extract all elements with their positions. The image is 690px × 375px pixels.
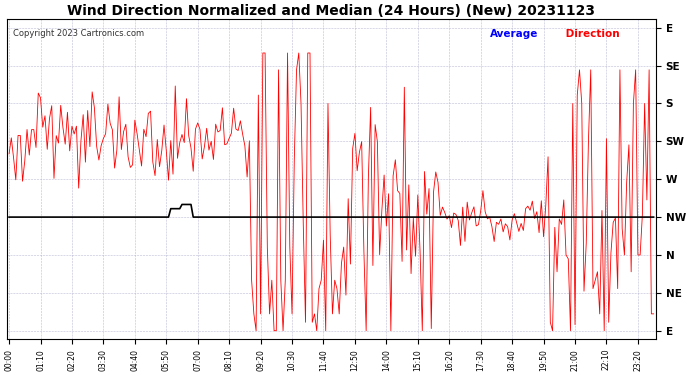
Text: Average: Average <box>491 29 539 39</box>
Text: Direction: Direction <box>562 29 620 39</box>
Title: Wind Direction Normalized and Median (24 Hours) (New) 20231123: Wind Direction Normalized and Median (24… <box>68 4 595 18</box>
Text: Copyright 2023 Cartronics.com: Copyright 2023 Cartronics.com <box>13 29 144 38</box>
